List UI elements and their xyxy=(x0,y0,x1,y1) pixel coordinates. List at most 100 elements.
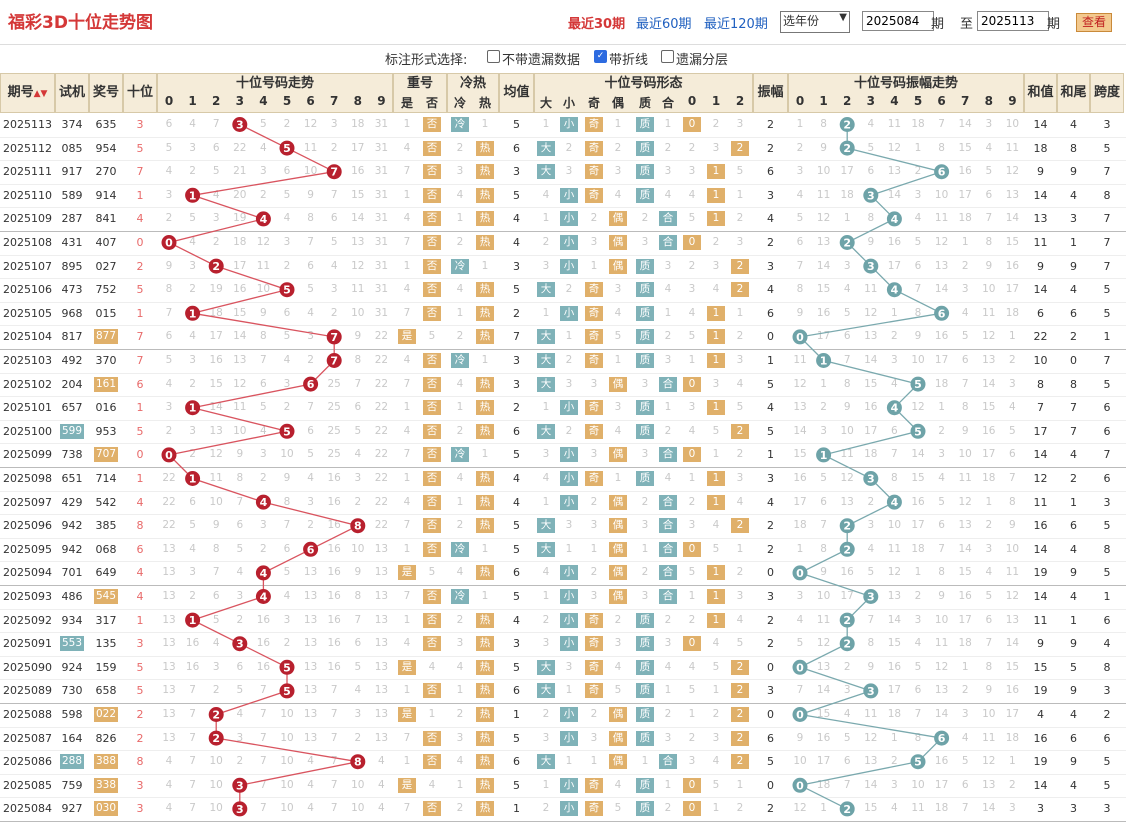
trend-miss-cell: 2 xyxy=(354,495,362,508)
option-polyline[interactable]: 带折线 xyxy=(609,53,649,68)
amp-miss-cell: 2 xyxy=(961,684,969,697)
amp-miss-cell: 10 xyxy=(958,448,972,461)
odd-miss: 3 xyxy=(590,448,598,461)
checkbox-no-miss[interactable] xyxy=(487,50,500,63)
amp-miss-cell: 17 xyxy=(911,519,925,532)
amp-value: 2 xyxy=(767,141,774,155)
span-value: 6 xyxy=(1103,424,1111,438)
amp-miss-cell: 8 xyxy=(1009,495,1016,508)
tens-value: 1 xyxy=(136,401,144,415)
amp-miss-cell: 18 xyxy=(982,472,996,484)
header-tail: 和尾 xyxy=(1057,73,1090,113)
checkbox-layer[interactable] xyxy=(661,50,674,63)
sum-value: 11 xyxy=(1033,236,1048,249)
odd-tag: 奇 xyxy=(585,612,603,628)
trend-miss-cell: 10 xyxy=(256,283,271,296)
prime-tag: 质 xyxy=(636,140,654,156)
small-tag: 小 xyxy=(560,447,578,463)
hot-tag: 热 xyxy=(476,730,494,746)
trend-miss-cell: 5 xyxy=(307,448,314,461)
hot-tag: 热 xyxy=(476,612,494,628)
trend-miss-cell: 2 xyxy=(189,590,196,602)
from-issue-input[interactable] xyxy=(862,11,934,31)
amp-miss-cell: 5 xyxy=(796,637,804,650)
issue-cell: 2025087 xyxy=(3,731,52,745)
table-row: 2025098 651 714 1 22 11 8 2 9 4 16 3 22 1 否 4 热 4 4 小奇 1 质 4 1 1… xyxy=(0,467,1126,492)
trend-miss-cell: 15 xyxy=(209,377,223,390)
comp-tag: 合 xyxy=(659,589,677,604)
option-no-miss[interactable]: 不带遗漏数据 xyxy=(502,53,581,68)
trend-miss-cell: 7 xyxy=(260,755,267,768)
issue-cell: 2025097 xyxy=(3,495,52,509)
even-miss: 3 xyxy=(614,401,622,414)
amp-miss-cell: 5 xyxy=(985,590,993,602)
issue-cell: 2025107 xyxy=(3,259,52,273)
prime-miss: 1 xyxy=(641,542,649,555)
road-tag: 2 xyxy=(731,518,749,534)
trend-miss-cell: 4 xyxy=(189,236,196,248)
header-issue[interactable]: 期号▲▼ xyxy=(0,73,55,113)
comp-tag: 合 xyxy=(659,447,677,463)
amp-miss-cell: 14 xyxy=(1005,637,1020,650)
period-link-120[interactable]: 最近120期 xyxy=(704,17,768,32)
top-bar: 福彩3D十位走势图 最近30期 最近60期 最近120期 选年份▼ 期 至 期 … xyxy=(0,0,1126,45)
road-miss: 5 xyxy=(712,660,720,673)
tail-value: 4 xyxy=(1070,188,1077,202)
amp-miss-cell: 14 xyxy=(982,802,996,815)
hot-tag: 热 xyxy=(476,305,494,321)
even-miss: 4 xyxy=(614,306,622,319)
amp-digit-header: 4 xyxy=(890,94,899,108)
tens-value: 4 xyxy=(136,590,144,603)
prime-tag: 质 xyxy=(636,683,654,699)
tail-value: 9 xyxy=(1070,637,1077,651)
repeat-yes-tag: 是 xyxy=(398,707,416,722)
trend-digit-header: 8 xyxy=(353,94,362,108)
to-issue-input[interactable] xyxy=(977,11,1049,31)
avg-value: 3 xyxy=(513,637,520,651)
big-tag: 大 xyxy=(537,282,555,298)
trend-miss-cell: 4 xyxy=(165,802,173,815)
amp-digit-header: 2 xyxy=(843,94,852,108)
amp-miss-cell: 17 xyxy=(958,188,972,201)
checkbox-polyline[interactable]: ✓ xyxy=(594,50,607,63)
small-miss: 2 xyxy=(565,283,573,296)
query-button[interactable]: 查看 xyxy=(1076,13,1112,32)
tail-value: 2 xyxy=(1070,472,1077,485)
small-tag: 小 xyxy=(560,777,578,793)
road-miss: 5 xyxy=(736,165,744,178)
amp-miss-cell: 10 xyxy=(816,165,831,178)
amp-miss-cell: 12 xyxy=(982,755,996,768)
trend-miss-cell: 7 xyxy=(212,118,220,130)
trend-miss-cell: 2 xyxy=(236,755,244,768)
amp-miss-cell: 16 xyxy=(887,236,902,248)
trend-miss-cell: 22 xyxy=(374,519,389,532)
tail-value: 3 xyxy=(1070,802,1077,816)
comp-miss: 1 xyxy=(664,306,672,319)
trend-miss-cell: 6 xyxy=(212,590,220,602)
road-tag: 1 xyxy=(707,353,725,368)
cold-header: 冷 xyxy=(453,96,466,110)
year-select[interactable]: 选年份 ▼ xyxy=(780,11,850,33)
trend-miss-cell: 7 xyxy=(260,354,267,366)
amp-miss-cell: 6 xyxy=(914,259,922,272)
prize-number: 752 xyxy=(95,283,117,297)
hot-tag: 热 xyxy=(476,754,494,770)
period-link-60[interactable]: 最近60期 xyxy=(636,17,692,32)
table-row: 2025086 288 388 8 4 7 10 2 7 10 4 7 4 1 否 4 热 6 大 1 1 偶 1 合 3 4 2 5… xyxy=(0,750,1126,775)
trend-miss-cell: 14 xyxy=(209,401,223,414)
period-link-30[interactable]: 最近30期 xyxy=(568,17,626,32)
option-layer[interactable]: 遗漏分层 xyxy=(676,53,729,68)
repeat-yes-miss: 1 xyxy=(403,755,411,768)
repeat-no-tag: 否 xyxy=(423,353,441,368)
amp-miss-cell: 9 xyxy=(820,141,827,154)
trend-miss-cell: 22 xyxy=(374,330,389,343)
repeat-yes-tag: 是 xyxy=(398,329,416,345)
hot-tag: 热 xyxy=(476,423,494,439)
table-row: 2025102 204 161 6 4 2 15 12 6 3 25 7 22 7 否 4 热 3 大 3 3 偶 3 合 0 3… xyxy=(0,373,1126,398)
trend-miss-cell: 14 xyxy=(233,330,247,343)
trend-miss-cell: 6 xyxy=(354,637,362,650)
tens-value: 5 xyxy=(136,424,144,438)
prime-tag: 质 xyxy=(636,353,654,368)
form-header-big: 大 xyxy=(539,96,552,110)
road-tag: 1 xyxy=(707,612,725,628)
